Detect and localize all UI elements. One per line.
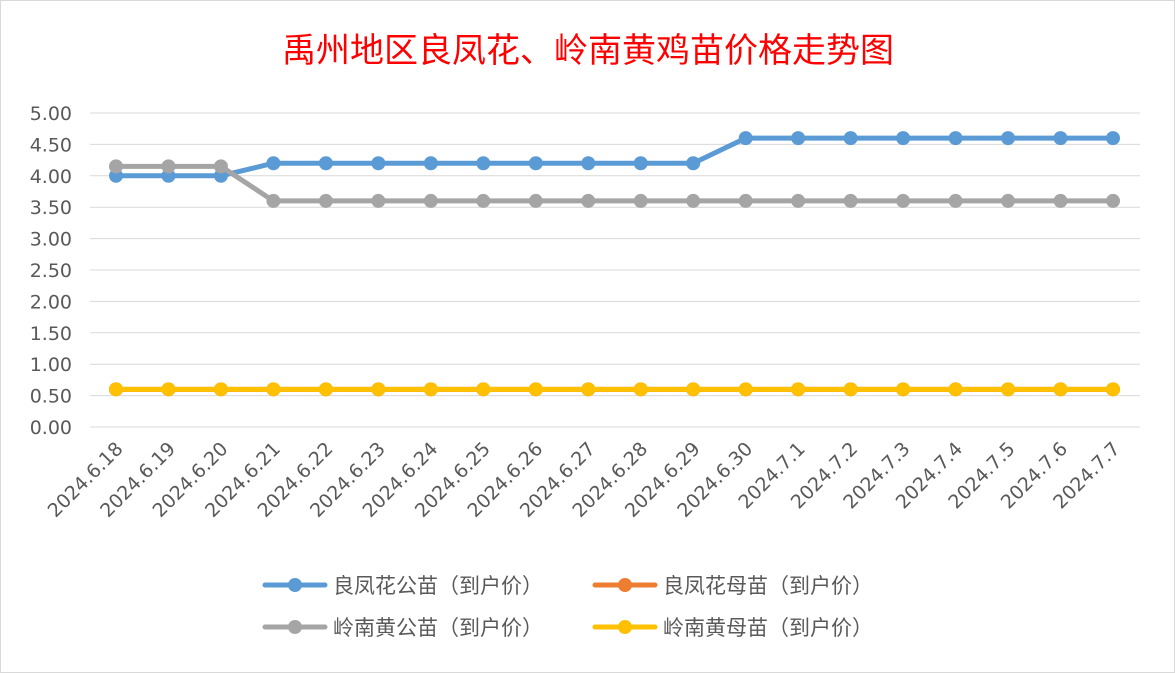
data-point [371, 382, 386, 397]
data-point [161, 382, 176, 397]
data-point [686, 193, 701, 208]
data-point [1001, 131, 1016, 146]
data-point [948, 193, 963, 208]
data-point [896, 193, 911, 208]
legend-marker [618, 578, 632, 592]
data-point [528, 193, 543, 208]
data-point [318, 193, 333, 208]
y-tick-label: 2.50 [30, 260, 72, 282]
series-2 [109, 159, 1120, 208]
y-tick-label: 1.50 [30, 323, 72, 345]
legend-label: 良凤花母苗（到户价） [663, 574, 873, 598]
y-tick-label: 0.50 [30, 386, 72, 408]
y-axis-ticks: 0.00 0.50 1.00 1.50 2.00 2.50 3.00 3.50 4.00 4.50… [30, 103, 72, 439]
data-point [633, 382, 648, 397]
data-point [476, 382, 491, 397]
y-tick-label: 1.00 [30, 354, 72, 376]
x-axis-ticks: 2024.6.182024.6.192024.6.202024.6.212024… [44, 438, 1125, 522]
legend-entry: 岭南黄公苗（到户价） [262, 616, 543, 640]
y-tick-label: 5.00 [30, 103, 72, 125]
data-point [371, 193, 386, 208]
legend-entry: 良凤花母苗（到户价） [592, 574, 873, 598]
data-point [581, 193, 596, 208]
y-tick-label: 4.50 [30, 134, 72, 156]
data-point [161, 159, 176, 174]
y-tick-label: 2.00 [30, 291, 72, 313]
data-point [791, 193, 806, 208]
data-point [476, 156, 491, 171]
data-point [843, 131, 858, 146]
data-point [1106, 193, 1120, 208]
data-point [528, 382, 543, 397]
data-point [1053, 193, 1068, 208]
series-lines [109, 131, 1120, 397]
data-point [423, 193, 438, 208]
data-point [266, 193, 281, 208]
legend: 良凤花公苗（到户价） 良凤花母苗（到户价） 岭南黄公苗（到户价） 岭南黄母苗（到户价） [262, 574, 873, 640]
grid-lines [90, 112, 1140, 428]
data-point [843, 193, 858, 208]
data-point [318, 156, 333, 171]
data-point [1053, 131, 1068, 146]
data-point [686, 156, 701, 171]
data-point [213, 159, 228, 174]
data-point [1053, 382, 1068, 397]
data-point [843, 382, 858, 397]
data-point [791, 131, 806, 146]
data-point [1106, 382, 1120, 397]
data-point [371, 156, 386, 171]
series-0 [109, 131, 1120, 183]
legend-label: 岭南黄母苗（到户价） [663, 616, 873, 640]
legend-marker [288, 578, 302, 592]
data-point [791, 382, 806, 397]
y-tick-label: 0.00 [30, 417, 72, 439]
series-line [113, 135, 1116, 179]
data-point [476, 193, 491, 208]
data-point [686, 382, 701, 397]
y-tick-label: 4.00 [30, 166, 72, 188]
data-point [633, 156, 648, 171]
legend-entry: 岭南黄母苗（到户价） [592, 616, 873, 640]
data-point [213, 382, 228, 397]
legend-marker [288, 620, 302, 634]
data-point [423, 156, 438, 171]
y-tick-label: 3.00 [30, 229, 72, 251]
data-point [1001, 193, 1016, 208]
data-point [633, 193, 648, 208]
chart-title: 禹州地区良凤花、岭南黄鸡苗价格走势图 [282, 31, 894, 71]
data-point [581, 382, 596, 397]
data-point [581, 156, 596, 171]
data-point [318, 382, 333, 397]
data-point [738, 131, 753, 146]
data-point [423, 382, 438, 397]
data-point [948, 382, 963, 397]
data-point [738, 193, 753, 208]
data-point [1001, 382, 1016, 397]
data-point [1106, 131, 1120, 146]
data-point [109, 159, 123, 174]
legend-label: 岭南黄公苗（到户价） [333, 616, 543, 640]
data-point [266, 156, 281, 171]
data-point [896, 131, 911, 146]
data-point [266, 382, 281, 397]
legend-marker [618, 620, 632, 634]
data-point [109, 382, 123, 397]
data-point [738, 382, 753, 397]
legend-entry: 良凤花公苗（到户价） [262, 574, 543, 598]
data-point [896, 382, 911, 397]
y-tick-label: 3.50 [30, 197, 72, 219]
data-point [948, 131, 963, 146]
data-point [528, 156, 543, 171]
legend-label: 良凤花公苗（到户价） [333, 574, 543, 598]
series-line [113, 163, 1116, 204]
series-3 [109, 382, 1120, 397]
